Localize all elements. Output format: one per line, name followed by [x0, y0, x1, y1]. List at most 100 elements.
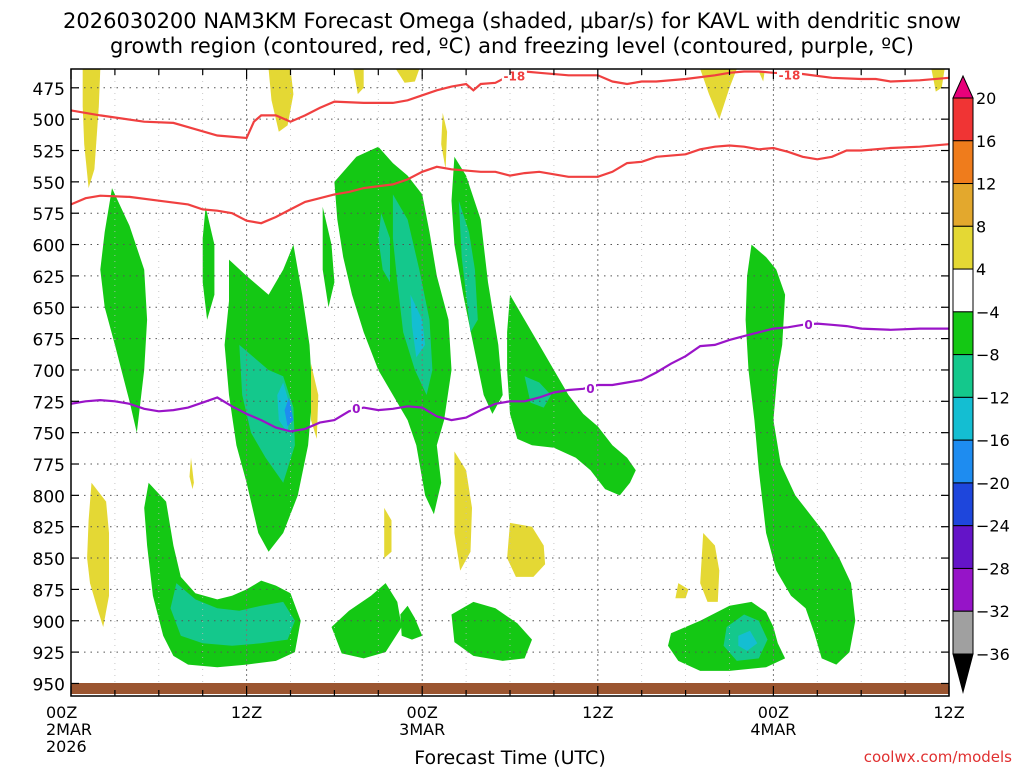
omega-region-moderate_up [458, 200, 478, 333]
freezing-label-1: 0 [350, 401, 362, 416]
colorbar-swatch [952, 525, 974, 569]
x-tick-label: 2026 [46, 737, 87, 756]
svg-text:-18: -18 [504, 70, 526, 84]
omega-region-weak_up [451, 601, 532, 661]
chart-title-line1: 2026030200 NAM3KM Forecast Omega (shaded… [63, 9, 961, 33]
y-tick-label: 550 [33, 174, 65, 194]
svg-text:0: 0 [352, 402, 360, 416]
y-tick-label: 775 [33, 456, 65, 476]
y-tick-label: 725 [33, 393, 65, 413]
omega-region-down [441, 112, 448, 170]
x-tick-label: 00Z [758, 703, 789, 722]
y-tick-label: 675 [33, 331, 65, 351]
freezing-label-2: 0 [584, 381, 596, 396]
colorbar-label: −32 [976, 602, 1010, 621]
omega-region-down [384, 507, 392, 559]
y-tick-label: 525 [33, 143, 65, 163]
colorbar-label: −36 [976, 645, 1010, 664]
omega-region-moderate_up [239, 344, 295, 483]
y-tick-label: 750 [33, 425, 65, 445]
omega-region-strong_up [410, 294, 426, 358]
svg-text:0: 0 [804, 318, 812, 332]
y-tick-label: 825 [33, 519, 65, 539]
omega-region-down [353, 69, 364, 95]
colorbar-swatch [952, 183, 974, 227]
y-tick-label: 600 [33, 237, 65, 257]
dendritic-label-1: -18 [501, 69, 527, 84]
y-tick-label: 475 [33, 80, 65, 100]
colorbar-label: 20 [976, 89, 996, 108]
dendritic-lower-contour [71, 143, 949, 225]
colorbar-swatch [952, 311, 974, 356]
omega-region-down [700, 533, 720, 602]
omega-region-weak_up [400, 605, 423, 640]
y-tick-label: 800 [33, 487, 65, 507]
omega-region-weak_up [331, 583, 402, 659]
y-tick-label: 500 [33, 111, 65, 131]
omega-region-down [395, 69, 420, 83]
x-tick-label: 4MAR [750, 720, 796, 739]
y-tick-label: 625 [33, 268, 65, 288]
x-tick-label: 2MAR [46, 720, 92, 739]
omega-region-down [675, 583, 689, 599]
omega-region-down [82, 69, 101, 189]
colorbar-label: −16 [976, 431, 1010, 450]
colorbar-swatch [952, 482, 974, 527]
chart-title-line2: growth region (contoured, red, ºC) and f… [110, 34, 914, 58]
y-tick-label: 900 [33, 613, 65, 633]
x-axis-title: Forecast Time (UTC) [414, 747, 605, 768]
colorbar-label: 4 [976, 260, 986, 279]
x-tick-label: 3MAR [399, 720, 445, 739]
colorbar-swatch [952, 567, 974, 612]
omega-region-down [507, 522, 546, 577]
x-tick-label: 12Z [582, 703, 613, 722]
contour-lines: -18 -18 0 0 0 [71, 68, 949, 433]
omega-region-max_up [284, 397, 294, 427]
colorbar-swatch [952, 97, 974, 142]
y-tick-label: 925 [33, 644, 65, 664]
omega-region-down [931, 69, 945, 92]
dendritic-upper-contour [71, 70, 949, 140]
omega-region-down [454, 451, 472, 571]
y-tick-label: 850 [33, 550, 65, 570]
omega-region-moderate_up [170, 583, 295, 646]
omega-region-moderate_up [378, 213, 390, 283]
omega-region-weak_up [334, 146, 452, 515]
colorbar-swatch [952, 225, 974, 270]
omega-region-down [87, 482, 109, 627]
colorbar-label: −20 [976, 474, 1010, 493]
colorbar-swatch [952, 354, 974, 398]
freezing-level-contour [71, 322, 949, 433]
x-tick-label: 12Z [933, 703, 964, 722]
omega-region-strong_up [738, 630, 758, 651]
colorbar-label: −24 [976, 517, 1010, 536]
ground-surface [71, 683, 949, 694]
omega-region-weak_up [202, 206, 215, 320]
svg-text:0: 0 [586, 382, 594, 396]
colorbar-label: −12 [976, 388, 1010, 407]
colorbar-swatch [952, 396, 974, 441]
colorbar-label: 12 [976, 175, 996, 194]
colorbar-label: 16 [976, 132, 996, 151]
omega-region-down [700, 69, 737, 120]
y-axis: 475 500 525 550 575 600 625 650 675 700 725 750 775 8… [33, 80, 949, 695]
colorbar-label: −28 [976, 560, 1010, 579]
omega-region-weak_up [100, 188, 148, 433]
colorbar-top-arrow [952, 74, 974, 99]
credit-text: coolwx.com/models [864, 748, 1012, 766]
x-tick-label: 12Z [231, 703, 262, 722]
colorbar-swatch [952, 439, 974, 484]
colorbar-label: −4 [976, 303, 1000, 322]
y-tick-label: 575 [33, 205, 65, 225]
colorbar-label: 8 [976, 217, 986, 236]
y-tick-label: 950 [33, 675, 65, 695]
colorbar-label: −8 [976, 346, 1000, 365]
colorbar-swatch [952, 610, 974, 655]
omega-region-down [189, 457, 194, 490]
y-tick-label: 650 [33, 299, 65, 319]
freezing-label-3: 0 [803, 317, 815, 332]
y-tick-label: 700 [33, 362, 65, 382]
svg-text:-18: -18 [779, 68, 801, 82]
